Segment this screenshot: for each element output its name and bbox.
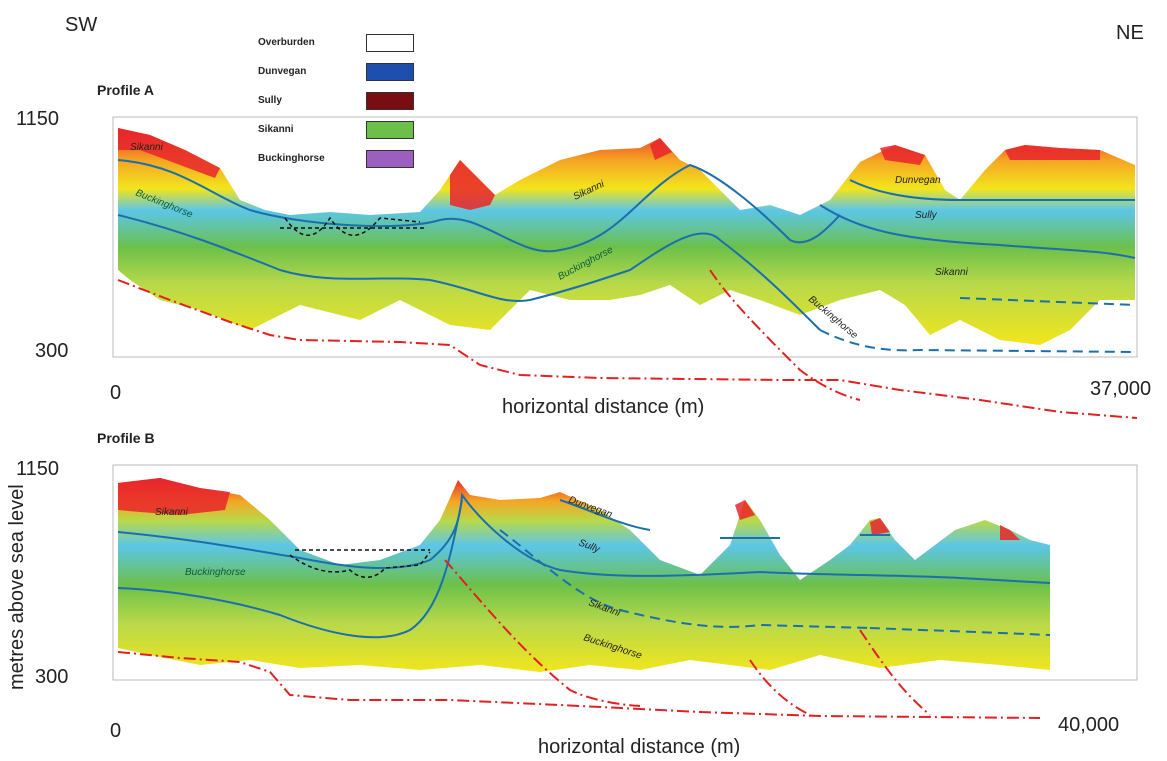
- profile-b-contact-line: [559, 499, 651, 531]
- legend-label: Sikanni: [258, 124, 294, 135]
- legend-swatch: [366, 63, 414, 81]
- profile-b-red-zone: [735, 500, 755, 520]
- profile-a-fault: [117, 279, 1138, 419]
- profile-a-lens: [284, 216, 421, 236]
- profile-b-contact-line: [720, 534, 890, 539]
- profile-a-xend: 37,000: [1090, 378, 1152, 400]
- legend-swatch: [366, 92, 414, 110]
- profile-b-ybottom: 300: [35, 666, 69, 688]
- profile-a-xlabel: horizontal distance (m): [502, 396, 705, 418]
- profile-a-red-zone: [118, 128, 220, 178]
- profile-b-formation-label: Sikanni: [155, 507, 189, 518]
- profile-a-contact-line: [849, 179, 1135, 201]
- profile-b-title: Profile B: [97, 430, 155, 446]
- legend-item-dunvegan: Dunvegan: [258, 63, 428, 83]
- profile-b-fault: [749, 659, 811, 716]
- profile-a-formation-label: Sully: [915, 210, 938, 221]
- profile-a-red-zone: [450, 160, 495, 210]
- legend-label: Sully: [258, 95, 282, 106]
- profile-b-red-zone: [1000, 525, 1020, 540]
- profile-b-xstart: 0: [110, 720, 122, 742]
- profile-a-contact-line: [117, 159, 841, 253]
- legend-label: Dunvegan: [258, 66, 307, 77]
- profile-b-formation-label: Buckinghorse: [185, 567, 246, 578]
- profile-a-red-zone: [1005, 145, 1100, 160]
- profile-b-section: [118, 478, 1050, 672]
- profile-a-red-zone: [650, 138, 672, 160]
- legend-swatch: [366, 34, 414, 52]
- profile-b-contact-line: [869, 627, 1051, 636]
- profile-a-formation-label: Sikanni: [935, 267, 969, 278]
- profile-b-ytop: 1150: [16, 458, 60, 480]
- profile-a-red-zone: [880, 145, 925, 165]
- legend-label: Overburden: [258, 37, 315, 48]
- profile-a-fault: [709, 269, 861, 401]
- profile-b-xend: 40,000: [1058, 714, 1120, 736]
- profile-a-title: Profile A: [97, 82, 155, 98]
- profile-a-contact-line: [819, 204, 1136, 259]
- profile-b-xlabel: horizontal distance (m): [538, 736, 741, 758]
- profile-b-contact-line: [117, 492, 1051, 584]
- legend-item-buckinghorse: Buckinghorse: [258, 150, 428, 170]
- profile-b-fault: [117, 651, 1041, 719]
- profile-a-formation-label: Dunvegan: [895, 175, 941, 186]
- profile-b-red-zone: [118, 478, 230, 515]
- profile-a-contact-line: [959, 297, 1136, 306]
- profile-b-red-zone: [870, 518, 890, 535]
- profile-a-frame: [112, 116, 1138, 358]
- profile-b-frame: [112, 464, 1138, 681]
- legend-label: Buckinghorse: [258, 153, 325, 164]
- profile-a-ybottom: 300: [35, 340, 69, 362]
- profile-a-contact-line: [117, 214, 821, 331]
- profile-a-xstart: 0: [110, 382, 122, 404]
- profile-b-contact-line: [117, 499, 463, 639]
- profile-b-lens: [289, 551, 431, 578]
- profile-b-fault: [444, 559, 641, 707]
- profile-a-formation-label: Sikanni: [130, 142, 164, 153]
- profile-a-section: [118, 128, 1135, 345]
- direction-sw: SW: [65, 14, 98, 36]
- profile-b-contact-line: [499, 529, 871, 629]
- direction-ne: NE: [1116, 22, 1144, 44]
- legend-item-sully: Sully: [258, 92, 428, 112]
- profile-a-contact-line: [819, 329, 1136, 353]
- profile-a-ytop: 1150: [16, 108, 60, 130]
- legend-item-overburden: Overburden: [258, 34, 428, 54]
- legend-swatch: [366, 121, 414, 139]
- legend-item-sikanni: Sikanni: [258, 121, 428, 141]
- legend-swatch: [366, 150, 414, 168]
- profile-b-fault: [859, 629, 931, 716]
